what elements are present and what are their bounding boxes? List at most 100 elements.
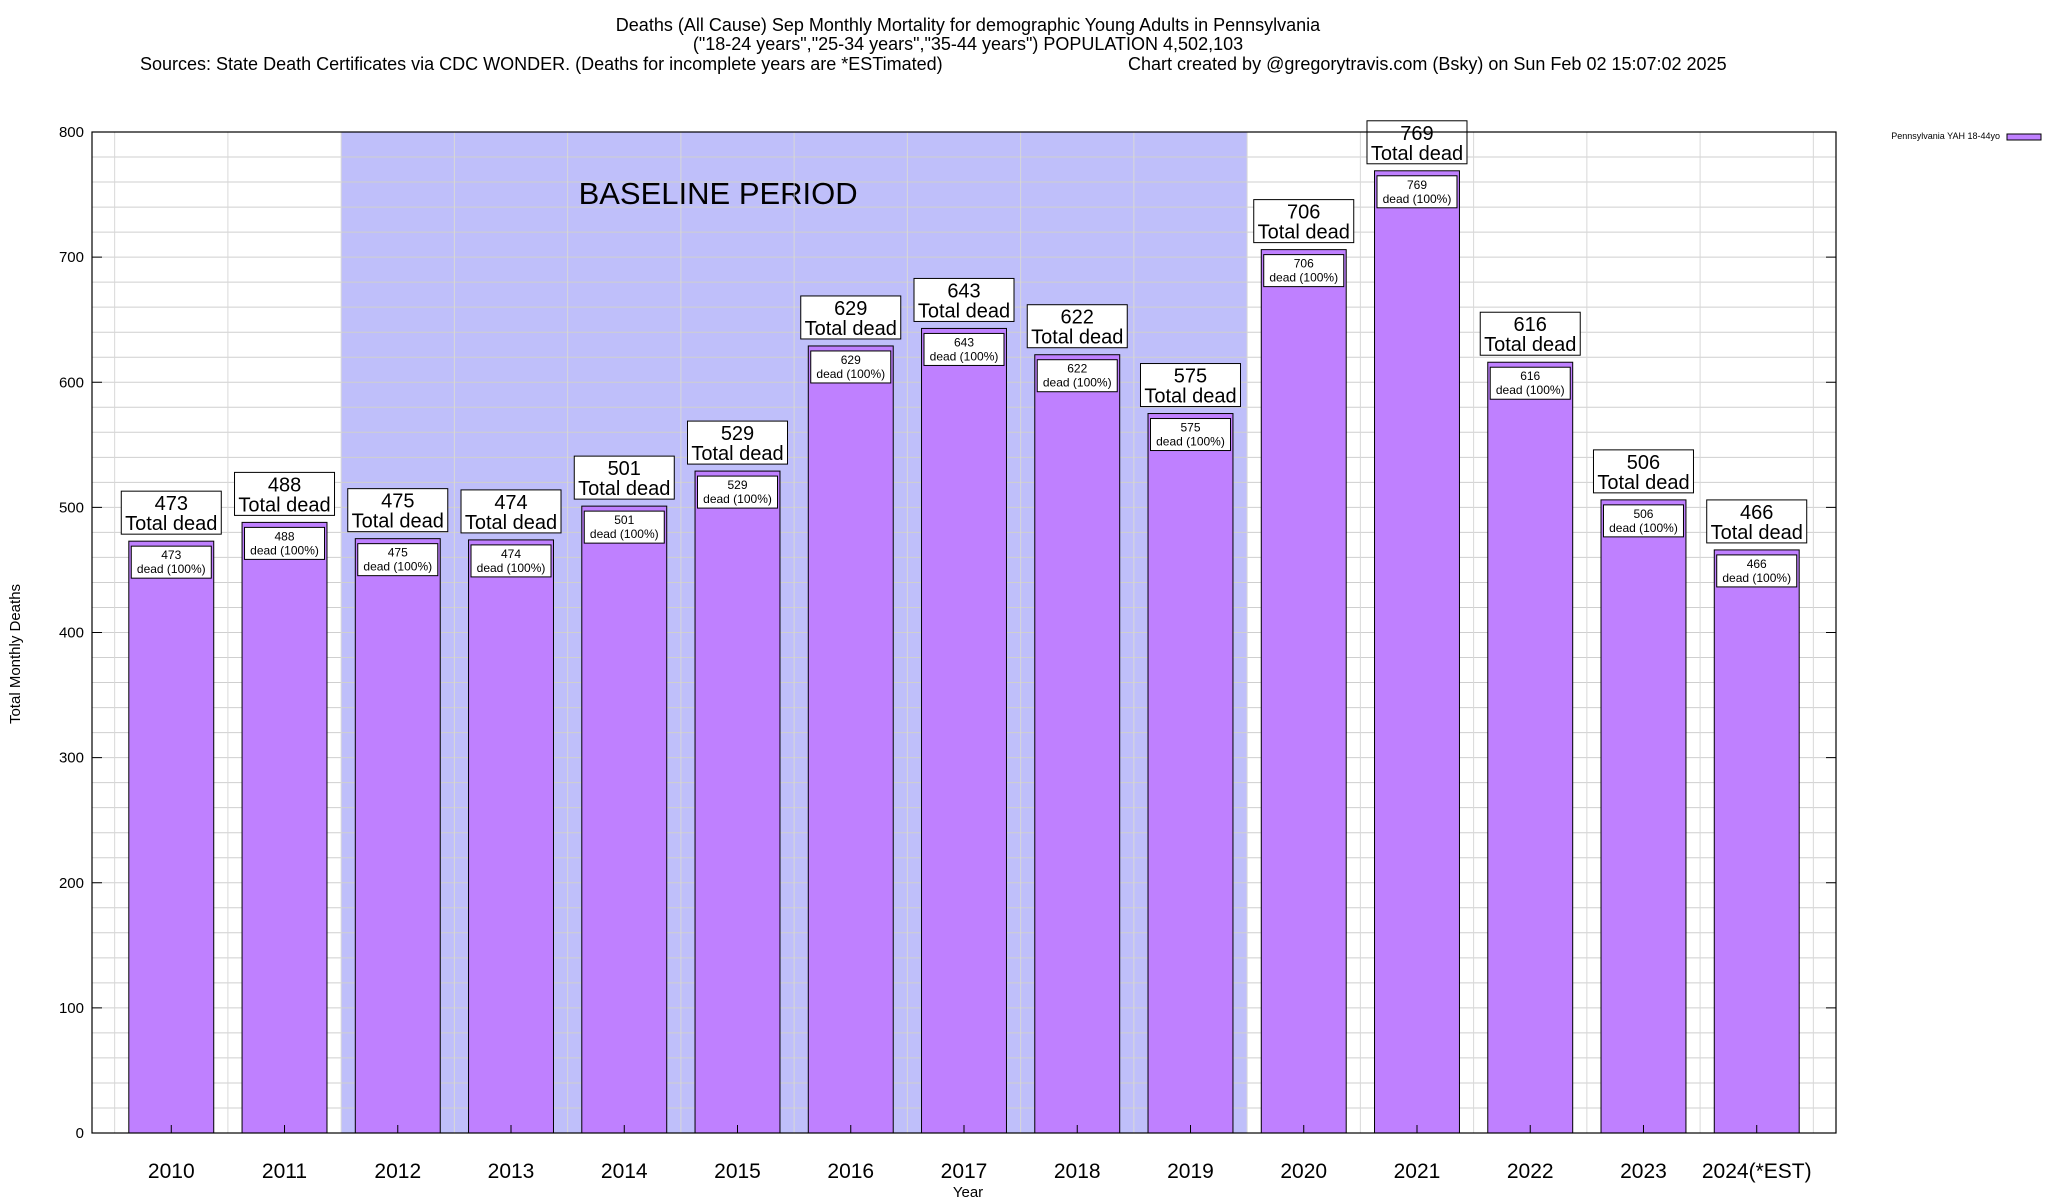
legend-swatch: [2006, 133, 2042, 141]
segment-value-label: 622: [1067, 362, 1087, 376]
baseline-label: BASELINE PERIOD: [579, 176, 858, 211]
total-dead-label: Total dead: [1371, 143, 1463, 165]
segment-percent-label: dead (100%): [1722, 571, 1791, 585]
bar: [1713, 549, 1800, 1134]
y-tick-label: 0: [76, 1125, 84, 1142]
bar: [807, 345, 894, 1134]
total-dead-label: Total dead: [578, 478, 670, 500]
segment-label-box: [583, 510, 665, 544]
x-tick-label: 2022: [1507, 1160, 1554, 1183]
segment-percent-label: dead (100%): [1043, 376, 1112, 390]
chart-credit: Chart created by @gregorytravis.com (Bsk…: [1128, 54, 1727, 74]
y-tick-label: 500: [59, 499, 84, 516]
total-value-label: 506: [1627, 452, 1660, 474]
segment-percent-label: dead (100%): [137, 562, 206, 576]
segment-value-label: 643: [954, 335, 974, 349]
x-tick-label: 2014: [601, 1160, 648, 1183]
segment-value-label: 474: [501, 547, 521, 561]
total-value-label: 643: [947, 280, 980, 302]
x-tick-label: 2010: [148, 1160, 195, 1183]
total-value-label: 629: [834, 298, 867, 320]
segment-value-label: 769: [1407, 178, 1427, 192]
bar: [1374, 170, 1460, 1134]
segment-label-box: [1036, 359, 1118, 393]
total-label-box: [1592, 449, 1694, 494]
total-value-label: 488: [268, 474, 301, 496]
segment-value-label: 529: [727, 478, 747, 492]
total-dead-label: Total dead: [918, 300, 1010, 322]
total-value-label: 622: [1061, 307, 1094, 329]
bar: [1487, 361, 1574, 1134]
x-tick-label: 2012: [374, 1160, 421, 1183]
segment-label-box: [1489, 366, 1571, 400]
segment-percent-label: dead (100%): [250, 543, 319, 557]
segment-value-label: 506: [1633, 507, 1653, 521]
x-tick-label: 2024(*EST): [1702, 1160, 1812, 1183]
total-label-box: [1479, 311, 1581, 356]
total-dead-label: Total dead: [125, 513, 217, 535]
segment-label-box: [1376, 175, 1458, 209]
total-dead-label: Total dead: [238, 494, 330, 516]
bar: [241, 521, 328, 1134]
segment-percent-label: dead (100%): [816, 367, 885, 381]
total-label-box: [800, 295, 902, 340]
total-value-label: 474: [494, 492, 527, 514]
segment-value-label: 501: [614, 513, 634, 527]
segment-percent-label: dead (100%): [1609, 521, 1678, 535]
chart-source: Sources: State Death Certificates via CD…: [140, 54, 943, 74]
segment-value-label: 466: [1747, 557, 1767, 571]
total-label-box: [234, 471, 336, 516]
total-dead-label: Total dead: [1144, 386, 1236, 408]
segment-label-box: [130, 545, 212, 579]
total-label-box: [687, 420, 789, 465]
total-value-label: 769: [1400, 123, 1433, 145]
total-label-box: [347, 488, 449, 533]
segment-label-box: [470, 544, 552, 578]
y-tick-label: 800: [59, 124, 84, 141]
segment-value-label: 616: [1520, 369, 1540, 383]
y-tick-label: 700: [59, 249, 84, 266]
total-label-box: [460, 489, 562, 534]
y-axis-label: Total Monthly Deaths: [7, 584, 24, 724]
total-value-label: 529: [721, 423, 754, 445]
plot-frame: [91, 131, 1837, 1134]
legend: Pennsylvania YAH 18-44yo: [1891, 131, 2042, 141]
segment-percent-label: dead (100%): [703, 492, 772, 506]
x-tick-label: 2013: [488, 1160, 535, 1183]
total-label-box: [913, 277, 1015, 322]
total-label-box: [1253, 199, 1355, 244]
x-tick-label: 2021: [1394, 1160, 1441, 1183]
y-tick-label: 400: [59, 625, 84, 642]
total-label-box: [1139, 363, 1241, 408]
segment-percent-label: dead (100%): [1269, 271, 1338, 285]
bar: [694, 470, 781, 1134]
segment-percent-label: dead (100%): [1156, 435, 1225, 449]
segment-label-box: [357, 543, 439, 577]
x-tick-label: 2018: [1054, 1160, 1101, 1183]
bar: [1260, 249, 1347, 1134]
total-dead-label: Total dead: [1484, 334, 1576, 356]
x-tick-label: 2023: [1620, 1160, 1667, 1183]
segment-percent-label: dead (100%): [477, 561, 546, 575]
bar: [581, 505, 668, 1134]
bar: [1034, 354, 1121, 1134]
segment-label-box: [923, 332, 1005, 366]
y-tick-label: 300: [59, 750, 84, 767]
bar: [1600, 499, 1687, 1134]
total-value-label: 575: [1174, 366, 1207, 388]
segment-percent-label: dead (100%): [1496, 383, 1565, 397]
x-tick-label: 2019: [1167, 1160, 1214, 1183]
segment-label-box: [1149, 418, 1231, 452]
x-tick-label: 2020: [1280, 1160, 1327, 1183]
segment-label-box: [1602, 504, 1684, 538]
segment-label-box: [1263, 254, 1345, 288]
segment-label-box: [697, 475, 779, 509]
y-tick-label: 200: [59, 875, 84, 892]
segment-value-label: 475: [388, 546, 408, 560]
total-dead-label: Total dead: [1711, 522, 1803, 544]
segment-value-label: 473: [161, 548, 181, 562]
chart-title: Deaths (All Cause) Sep Monthly Mortality…: [616, 15, 1321, 35]
x-axis-ticks: 2010 2011 2012 2013 2014 2015 2016 2017 2018 2019…: [148, 1125, 1812, 1183]
